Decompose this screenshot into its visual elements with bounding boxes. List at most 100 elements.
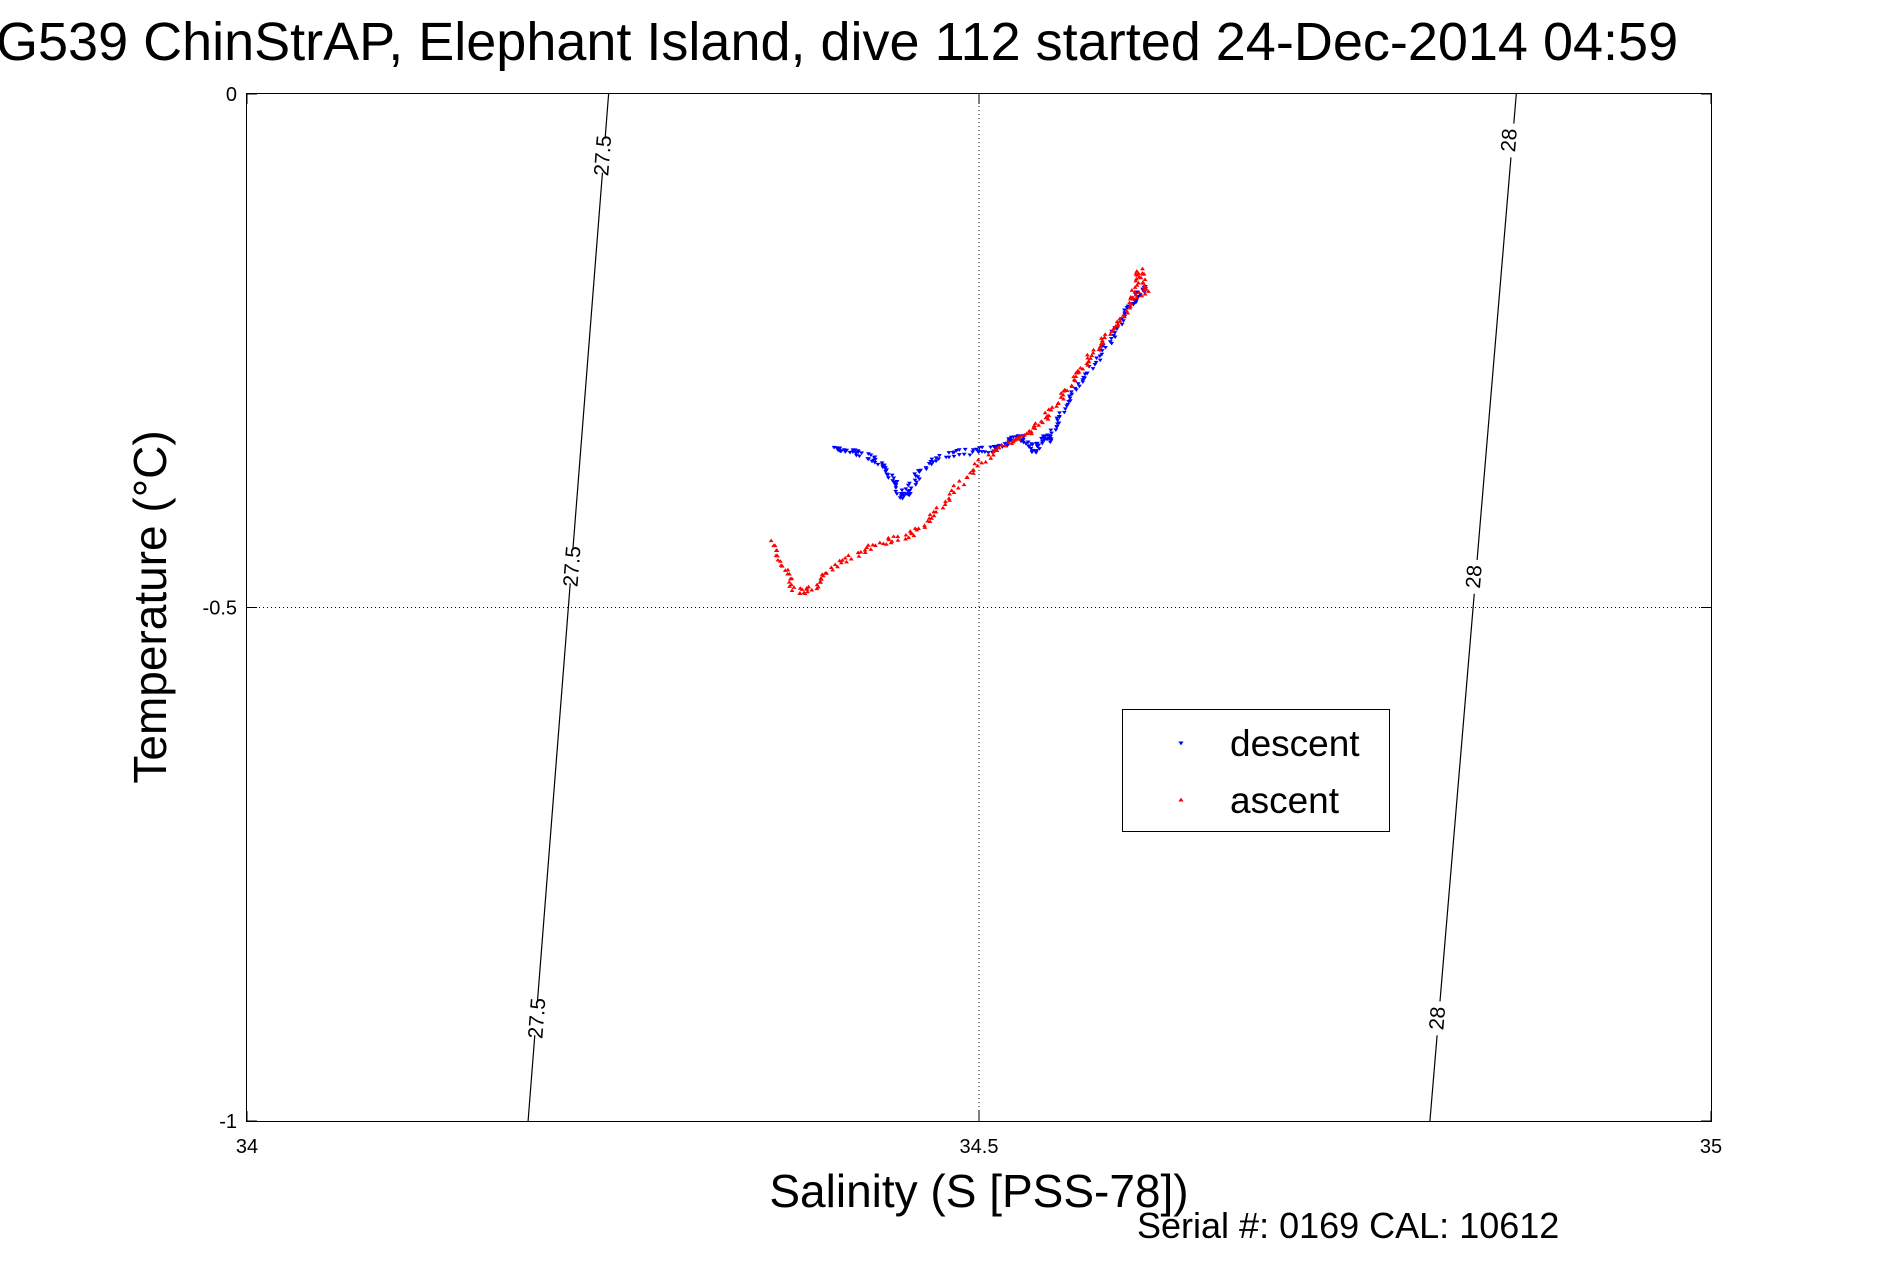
descent-point — [885, 476, 891, 480]
descent-point — [1034, 441, 1040, 446]
ascent-point — [1064, 388, 1070, 393]
ascent-point — [946, 496, 952, 500]
ascent-point — [1085, 355, 1091, 360]
ascent-point — [787, 571, 792, 576]
ascent-point — [975, 457, 981, 462]
contour-label: 27.5 — [559, 545, 585, 588]
ascent-point — [1109, 329, 1114, 333]
descent-point — [1125, 304, 1131, 309]
ascent-point — [1115, 322, 1121, 327]
descent-point — [1002, 442, 1008, 446]
descent-point — [868, 453, 874, 458]
ascent-point — [1099, 338, 1105, 343]
descent-point — [900, 496, 905, 501]
ascent-point — [799, 587, 805, 591]
ascent-point — [1122, 314, 1128, 319]
ascent-point — [773, 553, 779, 557]
ascent-point — [1013, 436, 1019, 441]
ascent-point — [789, 576, 795, 581]
ascent-point — [906, 535, 912, 540]
data-series — [768, 266, 1151, 596]
descent-point — [1046, 434, 1052, 438]
ascent-point — [1055, 400, 1061, 405]
descent-point — [882, 463, 887, 468]
descent-point — [1006, 437, 1012, 441]
descent-point — [1097, 354, 1103, 359]
descent-point — [894, 492, 900, 496]
ascent-point — [1140, 266, 1145, 271]
ascent-point — [1016, 434, 1022, 439]
ascent-point — [903, 536, 908, 541]
ascent-point — [964, 475, 970, 480]
x-tick-label: 34.5 — [960, 1136, 999, 1158]
descent-point — [1056, 415, 1062, 419]
ascent-point — [1029, 431, 1035, 436]
descent-point — [929, 457, 935, 462]
descent-point — [930, 460, 936, 464]
ascent-point — [909, 531, 915, 536]
descent-point — [951, 450, 957, 455]
descent-point — [946, 455, 952, 460]
x-tick-label: 35 — [1700, 1136, 1722, 1158]
ascent-point — [1134, 283, 1140, 287]
ascent-point — [943, 499, 948, 504]
ascent-point — [1100, 340, 1106, 345]
descent-point — [872, 460, 878, 465]
contour-label-mask — [546, 547, 598, 586]
descent-point — [967, 453, 973, 458]
descent-point — [1080, 380, 1086, 385]
descent-point — [844, 448, 850, 453]
descent-point — [951, 454, 957, 459]
descent-point — [884, 468, 890, 472]
y-tick-label: -1 — [219, 1111, 237, 1133]
descent-point — [905, 489, 911, 494]
ascent-point — [1136, 290, 1142, 294]
ascent-point — [951, 483, 957, 488]
descent-point — [962, 447, 968, 452]
descent-point — [936, 457, 942, 461]
descent-point — [1084, 371, 1090, 376]
ascent-point — [842, 555, 848, 560]
legend-label: ascent — [1230, 780, 1340, 821]
ascent-point — [1128, 304, 1133, 308]
descent-point — [907, 481, 912, 486]
ascent-point — [956, 478, 962, 483]
ascent-point — [1134, 276, 1139, 281]
descent-point — [1008, 438, 1014, 443]
descent-point — [908, 486, 914, 491]
ascent-point — [1069, 384, 1075, 388]
ascent-point — [1136, 280, 1141, 285]
ascent-point — [1031, 423, 1037, 428]
ascent-point — [940, 505, 946, 510]
descent-point — [1030, 449, 1035, 454]
ascent-point — [933, 509, 939, 514]
ascent-point — [1107, 332, 1113, 336]
ascent-point — [862, 550, 868, 554]
ascent-point — [1102, 335, 1107, 339]
contour-label: 27.5 — [524, 997, 550, 1040]
contour-label: 28 — [1497, 128, 1522, 153]
ascent-point — [877, 540, 883, 545]
ascent-point — [979, 460, 985, 465]
ascent-point — [1117, 316, 1123, 321]
y-axis-label: Temperature (°C) — [124, 430, 176, 783]
descent-point — [901, 494, 906, 498]
ascent-point — [1060, 392, 1066, 397]
ascent-point — [820, 573, 826, 578]
descent-point — [1112, 331, 1118, 335]
ascent-point — [797, 591, 803, 595]
ascent-point — [988, 456, 994, 460]
ascent-point — [916, 526, 921, 531]
ascent-point — [1040, 420, 1045, 425]
ascent-point — [1125, 310, 1131, 315]
descent-point — [1055, 418, 1060, 423]
descent-point — [1037, 447, 1042, 451]
ascent-point — [975, 463, 981, 468]
descent-point — [1092, 363, 1098, 367]
descent-point — [923, 466, 929, 470]
ascent-point — [1143, 286, 1149, 291]
ascent-point — [971, 467, 976, 472]
descent-point — [885, 473, 891, 477]
descent-point — [912, 472, 918, 476]
descent-point — [1094, 356, 1099, 361]
